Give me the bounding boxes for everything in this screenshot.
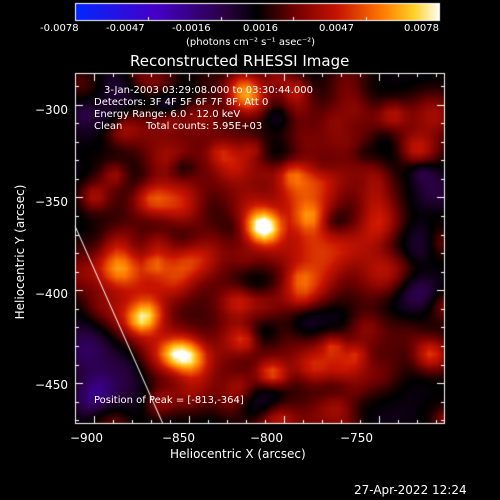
plot-title: Reconstructed RHESSI Image [130,52,350,70]
energy-range-text: Energy Range: 6.0 - 12.0 keV [94,109,241,120]
footer-timestamp: 27-Apr-2022 12:24 [354,483,467,497]
x-tick-label: −800 [250,431,283,445]
y-tick-label: −400 [35,287,68,301]
colorbar-tick-label: -0.0078 [40,23,79,34]
detectors-text: Detectors: 3F 4F 5F 6F 7F 8F, Att 0 [94,97,269,108]
y-tick-label: −300 [35,103,68,117]
y-axis-label: Heliocentric Y (arcsec) [13,184,27,320]
colorbar-tick-label: 0.0047 [319,23,354,34]
time-range-text: 3-Jan-2003 03:29:08.000 to 03:30:44.000 [104,85,313,96]
x-tick-label: −750 [340,431,373,445]
y-tick-label: −450 [35,378,68,392]
x-tick-label: −850 [162,431,195,445]
colorbar-tick-label: -0.0047 [106,23,145,34]
colorbar-tick-label: -0.0016 [172,23,211,34]
colorbar-tick-label: 0.0016 [243,23,278,34]
x-axis-label: Heliocentric X (arcsec) [170,447,306,461]
colorbar-tick-label: 0.0078 [404,23,439,34]
y-tick-label: −350 [35,195,68,209]
total-counts-text: Total counts: 5.95E+03 [146,121,263,132]
colorbar-units-label: (photons cm⁻² s⁻¹ asec⁻²) [186,37,316,48]
x-tick-label: −900 [70,431,103,445]
peak-position-text: Position of Peak = [-813,-364] [94,395,244,406]
clean-text: Clean [94,121,123,132]
